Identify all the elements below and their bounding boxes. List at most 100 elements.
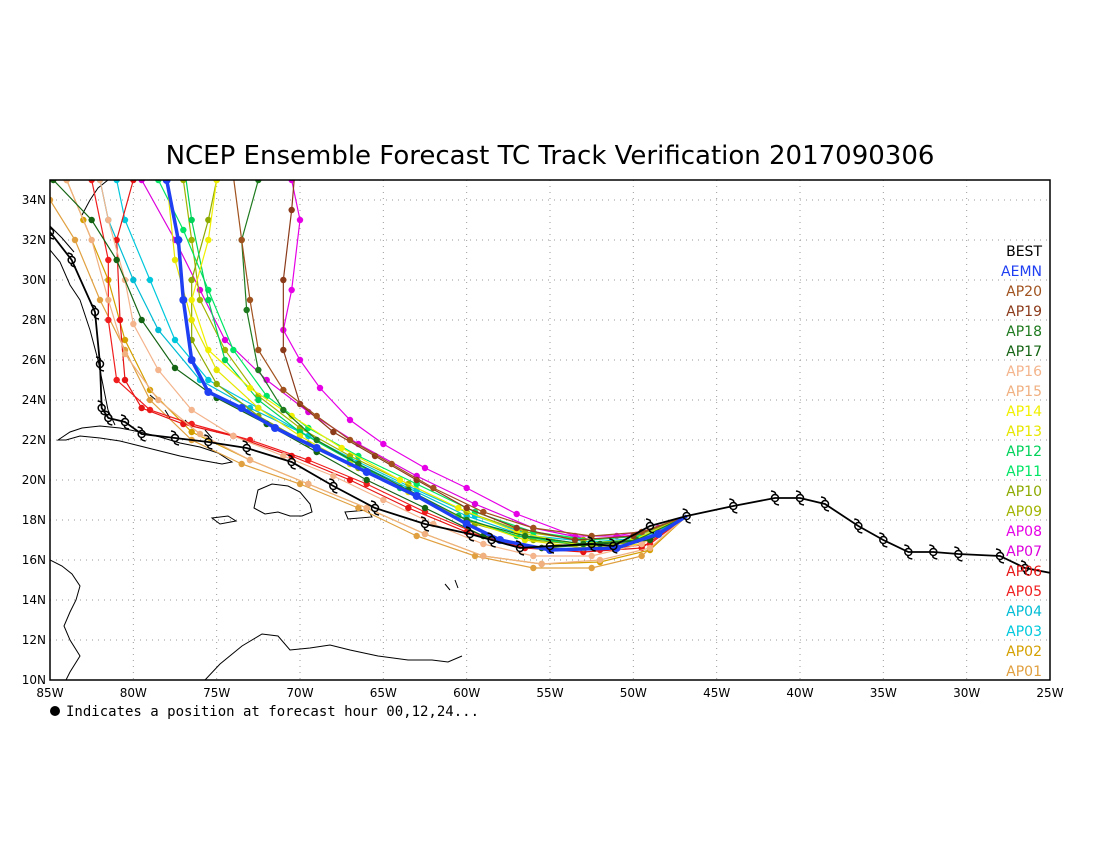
track-point-ap10 bbox=[213, 380, 220, 388]
track-point-ap06 bbox=[121, 376, 129, 384]
track-point-ap03 bbox=[146, 276, 154, 284]
track-best bbox=[50, 231, 1050, 574]
hurricane-symbol-icon bbox=[1020, 560, 1030, 576]
track-point-ap03 bbox=[113, 180, 120, 184]
track-point-ap14 bbox=[188, 296, 195, 304]
hurricane-symbol-icon bbox=[795, 490, 805, 506]
legend-item-aemn: AEMN bbox=[1001, 264, 1042, 280]
track-point-ap16 bbox=[105, 216, 112, 224]
track-point-ap01 bbox=[530, 564, 537, 572]
y-tick-label: 16N bbox=[22, 553, 46, 567]
track-point-ap18 bbox=[280, 406, 287, 414]
hurricane-symbol-icon bbox=[120, 414, 130, 430]
track-ap01 bbox=[50, 199, 688, 569]
track-point-ap15 bbox=[63, 180, 70, 184]
track-ap20 bbox=[233, 180, 687, 537]
track-point-ap19 bbox=[413, 476, 420, 484]
track-point-ap05 bbox=[113, 376, 120, 384]
track-point-ap09 bbox=[180, 180, 187, 184]
track-point-ap19 bbox=[371, 452, 379, 460]
track-point-ap07 bbox=[221, 336, 229, 344]
track-point-ap07 bbox=[138, 180, 145, 184]
x-tick-label: 65W bbox=[370, 686, 397, 700]
track-point-aemn bbox=[187, 356, 196, 364]
track-point-ap20 bbox=[238, 236, 245, 244]
track-point-ap14 bbox=[205, 236, 212, 244]
track-point-ap15 bbox=[646, 544, 654, 552]
track-point-ap20 bbox=[480, 508, 487, 516]
legend-item-ap10: AP10 bbox=[1006, 484, 1042, 500]
florida-coastline bbox=[50, 249, 116, 426]
track-point-ap06 bbox=[130, 180, 137, 184]
legend-item-ap11: AP11 bbox=[1006, 464, 1042, 480]
legend-item-ap13: AP13 bbox=[1006, 424, 1042, 440]
track-ap08 bbox=[282, 180, 687, 537]
track-point-ap16 bbox=[530, 552, 537, 560]
track-point-aemn bbox=[412, 492, 421, 500]
track-point-ap08 bbox=[346, 416, 354, 424]
track-point-ap01 bbox=[638, 552, 645, 560]
track-point-ap16 bbox=[130, 320, 137, 328]
track-point-ap02 bbox=[188, 428, 195, 436]
track-point-ap16 bbox=[330, 472, 337, 480]
track-point-ap09 bbox=[188, 236, 195, 244]
hurricane-symbol-icon bbox=[904, 544, 913, 560]
track-point-ap01 bbox=[146, 396, 154, 404]
track-point-ap14 bbox=[455, 504, 462, 512]
track-point-ap10 bbox=[188, 276, 195, 284]
x-tick-label: 80W bbox=[120, 686, 147, 700]
track-point-ap16 bbox=[280, 452, 287, 460]
hurricane-symbol-icon bbox=[515, 540, 525, 556]
track-point-aemn bbox=[362, 468, 371, 476]
hurricane-symbol-icon bbox=[97, 400, 106, 416]
track-point-ap08 bbox=[380, 440, 387, 448]
plot-frame bbox=[49, 179, 1051, 681]
track-point-ap18 bbox=[521, 532, 529, 540]
track-ap04 bbox=[99, 180, 687, 545]
track-point-ap19 bbox=[463, 504, 470, 512]
track-point-ap02 bbox=[121, 336, 129, 344]
x-tick-label: 45W bbox=[703, 686, 730, 700]
chart-title: NCEP Ensemble Forecast TC Track Verifica… bbox=[166, 141, 935, 171]
hurricane-symbol-icon bbox=[90, 304, 100, 320]
track-point-ap08 bbox=[288, 286, 295, 294]
hurricane-symbol-icon bbox=[137, 426, 146, 442]
track-point-ap06 bbox=[113, 236, 120, 244]
hurricane-symbol-icon bbox=[170, 430, 180, 446]
cuba-outline bbox=[56, 425, 234, 465]
track-point-ap11 bbox=[230, 346, 237, 354]
track-point-ap20 bbox=[388, 460, 395, 468]
track-point-ap08 bbox=[316, 384, 324, 392]
hurricane-symbol-icon bbox=[242, 440, 251, 456]
legend-item-ap14: AP14 bbox=[1006, 404, 1042, 420]
best-track bbox=[50, 225, 1050, 576]
hurricane-symbol-icon bbox=[609, 538, 618, 554]
track-point-ap15 bbox=[363, 504, 370, 512]
track-point-ap17 bbox=[88, 216, 95, 224]
track-point-ap06 bbox=[405, 504, 412, 512]
track-point-ap15 bbox=[480, 552, 487, 560]
legend-item-ap03: AP03 bbox=[1006, 624, 1042, 640]
y-tick-label: 14N bbox=[22, 593, 46, 607]
track-point-ap15 bbox=[421, 530, 429, 538]
track-point-ap19 bbox=[280, 346, 287, 354]
track-point-ap15 bbox=[105, 296, 112, 304]
land-outlines bbox=[50, 180, 463, 680]
track-point-ap13 bbox=[255, 404, 262, 412]
y-tick-label: 20N bbox=[22, 473, 46, 487]
track-point-ap04 bbox=[155, 326, 162, 334]
track-point-aemn bbox=[179, 296, 188, 304]
track-point-ap03 bbox=[205, 376, 212, 384]
central-america-coast bbox=[50, 559, 81, 680]
track-point-ap07 bbox=[471, 500, 479, 508]
track-point-ap17 bbox=[363, 476, 370, 484]
bahamas-islands bbox=[149, 394, 213, 439]
track-point-ap11 bbox=[155, 180, 162, 184]
y-tick-label: 22N bbox=[22, 433, 46, 447]
track-point-ap08 bbox=[513, 510, 520, 518]
puerto-rico-outline bbox=[344, 509, 373, 520]
gulf-coastline bbox=[50, 225, 75, 253]
hurricane-symbol-icon bbox=[729, 498, 738, 514]
track-point-ap15 bbox=[88, 236, 95, 244]
